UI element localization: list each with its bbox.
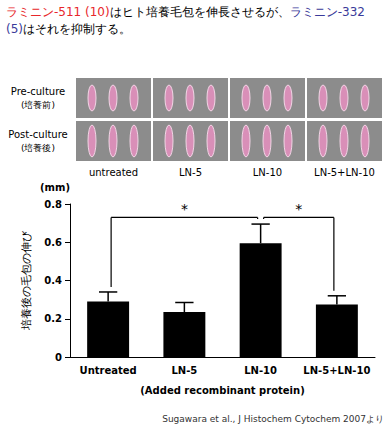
svg-text:0.8: 0.8	[44, 199, 62, 210]
svg-text:0.6: 0.6	[44, 237, 62, 248]
svg-text:LN-5: LN-5	[171, 365, 197, 376]
svg-text:(mm): (mm)	[40, 182, 70, 193]
svg-text:Sugawara et al., J Histochem C: Sugawara et al., J Histochem Cytochem 20…	[162, 414, 384, 424]
svg-text:0.2: 0.2	[44, 313, 62, 324]
svg-text:LN-10: LN-10	[244, 365, 277, 376]
svg-text:LN-5+LN-10: LN-5+LN-10	[303, 365, 370, 376]
svg-text:(培養後): (培養後)	[21, 143, 55, 153]
svg-text:Untreated: Untreated	[80, 365, 137, 376]
svg-text:0: 0	[55, 352, 62, 363]
svg-text:*: *	[295, 201, 302, 217]
svg-text:(培養前): (培養前)	[21, 100, 55, 110]
svg-text:培養後の毛包の伸び: 培養後の毛包の伸び	[20, 230, 33, 331]
svg-text:Pre-culture: Pre-culture	[11, 86, 65, 97]
svg-text:LN-5: LN-5	[179, 167, 202, 178]
html-text:ラミニン-511 (10)はヒト培養毛包を伸長させるが、ラミ: ラミニン-511 (10)はヒト培養毛包を伸長させるが、ラミニン-332 (5)…	[6, 5, 365, 36]
svg-text:untreated: untreated	[89, 167, 138, 178]
svg-text:LN-10: LN-10	[253, 167, 282, 178]
svg-text:*: *	[181, 201, 188, 217]
svg-text:Post-culture: Post-culture	[8, 129, 67, 140]
svg-text:LN-5+LN-10: LN-5+LN-10	[314, 167, 375, 178]
svg-text:0.4: 0.4	[44, 275, 62, 286]
svg-text:(Added recombinant protein): (Added recombinant protein)	[140, 385, 304, 396]
